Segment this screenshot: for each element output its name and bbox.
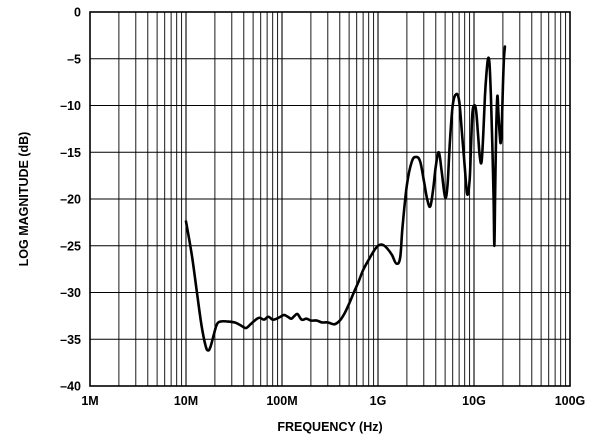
x-tick-label: 100G bbox=[555, 394, 586, 408]
y-tick-label: –35 bbox=[60, 333, 81, 347]
y-tick-label: –25 bbox=[60, 239, 81, 253]
y-tick-label: 0 bbox=[74, 6, 81, 20]
y-tick-label: –20 bbox=[60, 193, 81, 207]
grid-lines bbox=[90, 12, 570, 386]
x-tick-label: 10M bbox=[174, 394, 198, 408]
y-tick-label: –40 bbox=[60, 380, 81, 394]
y-axis-title: LOG MAGNITUDE (dB) bbox=[17, 132, 31, 267]
series-line bbox=[184, 45, 507, 352]
x-tick-label: 1G bbox=[370, 394, 387, 408]
x-tick-label: 100M bbox=[266, 394, 297, 408]
x-axis-title: FREQUENCY (Hz) bbox=[277, 420, 382, 434]
tick-labels: 1M 10M 100M 1G 10G 100G 0 –5 –10 –15 –20 –25 –30 –35 –… bbox=[60, 6, 585, 409]
y-tick-label: –15 bbox=[60, 146, 81, 160]
x-tick-label: 10G bbox=[462, 394, 486, 408]
y-tick-label: –10 bbox=[60, 99, 81, 113]
data-series bbox=[184, 45, 507, 352]
plot-frame bbox=[89, 11, 571, 387]
y-tick-label: –30 bbox=[60, 286, 81, 300]
y-tick-label: –5 bbox=[67, 52, 81, 66]
x-tick-label: 1M bbox=[81, 394, 98, 408]
